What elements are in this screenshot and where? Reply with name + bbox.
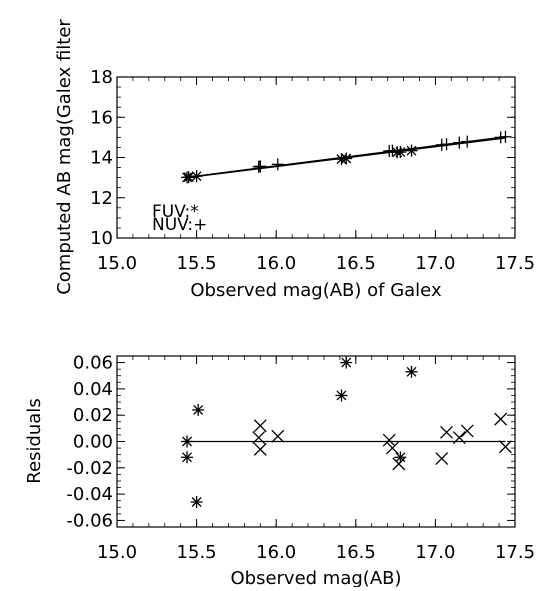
top-panel: 15.0 15.5 16.0 16.5 17.0 17.5 10 12 14 16 18 Observ… xyxy=(54,19,535,301)
data-point-nuv xyxy=(453,136,466,149)
data-point-nuv xyxy=(435,452,449,466)
data-point-nuv xyxy=(494,412,508,426)
residuals-panel: 15.0 15.5 16.0 16.5 17.0 17.5 0.06 0.04 0.02 0.00… xyxy=(24,353,535,589)
data-point-nuv xyxy=(271,158,284,171)
y-tick-label: 18 xyxy=(90,67,113,88)
data-point-nuv xyxy=(385,441,399,455)
data-point-nuv xyxy=(392,457,406,471)
x-tick-label: 17.0 xyxy=(415,253,455,274)
data-point-nuv xyxy=(452,431,466,445)
x-axis-label: Observed mag(AB) of Galex xyxy=(190,280,442,301)
y-tick-label: 12 xyxy=(90,188,113,209)
x-tick-label: 16.0 xyxy=(256,253,296,274)
data-point-fuv xyxy=(405,144,418,157)
x-tick-label: 15.5 xyxy=(177,542,217,563)
data-point-nuv xyxy=(440,425,454,439)
data-point-nuv xyxy=(271,429,285,443)
data-point-fuv xyxy=(190,170,203,183)
x-tick-label: 15.0 xyxy=(97,542,137,563)
y-axis-label: Residuals xyxy=(24,398,45,483)
data-point-fuv xyxy=(182,171,195,184)
data-point-nuv xyxy=(386,144,399,157)
data-point-nuv xyxy=(440,138,453,151)
data-point-fuv xyxy=(192,403,205,416)
y-tick-label: -0.06 xyxy=(66,510,113,531)
data-point-fuv xyxy=(394,146,407,159)
y-tick-label: 0.02 xyxy=(73,405,113,426)
y-tick-label: 0.00 xyxy=(73,432,113,453)
data-point-nuv xyxy=(460,424,474,438)
y-tick-label: 0.06 xyxy=(73,353,113,374)
data-point-fuv xyxy=(340,152,353,165)
data-point-nuv xyxy=(461,135,474,148)
y-tick-label: 0.04 xyxy=(73,379,113,400)
x-tick-label: 16.5 xyxy=(336,542,376,563)
data-point-fuv xyxy=(181,435,194,448)
y-tick-label: -0.04 xyxy=(66,484,113,505)
data-point-fuv xyxy=(181,451,194,464)
legend-entry-asterisk: FUV:* xyxy=(152,202,199,222)
x-tick-label: 16.0 xyxy=(256,542,296,563)
y-axis-label: Computed AB mag(Galex filter xyxy=(54,19,75,295)
data-point-nuv xyxy=(253,419,267,433)
data-point-fuv xyxy=(394,451,407,464)
x-tick-label: 17.5 xyxy=(495,542,535,563)
y-tick-label: -0.02 xyxy=(66,458,113,479)
y-tick-label: 14 xyxy=(90,148,113,169)
x-tick-label: 17.5 xyxy=(495,253,535,274)
data-point-nuv xyxy=(498,440,512,454)
data-point-fuv xyxy=(340,356,353,369)
data-point-nuv xyxy=(254,160,267,173)
data-point-nuv xyxy=(253,442,267,456)
data-point-fuv xyxy=(405,365,418,378)
data-point-nuv xyxy=(252,431,266,445)
data-point-nuv xyxy=(499,130,512,143)
data-point-fuv xyxy=(335,389,348,402)
y-tick-label: 16 xyxy=(90,107,113,128)
x-tick-label: 15.5 xyxy=(177,253,217,274)
data-point-nuv xyxy=(382,433,396,447)
x-axis-label: Observed mag(AB) xyxy=(230,568,401,587)
y-tick-label: 10 xyxy=(90,228,113,249)
legend-entry-plus: NUV:+ xyxy=(152,215,207,235)
x-tick-label: 15.0 xyxy=(97,253,137,274)
x-tick-label: 17.0 xyxy=(415,542,455,563)
data-point-fuv xyxy=(190,496,203,509)
x-tick-label: 16.5 xyxy=(336,253,376,274)
